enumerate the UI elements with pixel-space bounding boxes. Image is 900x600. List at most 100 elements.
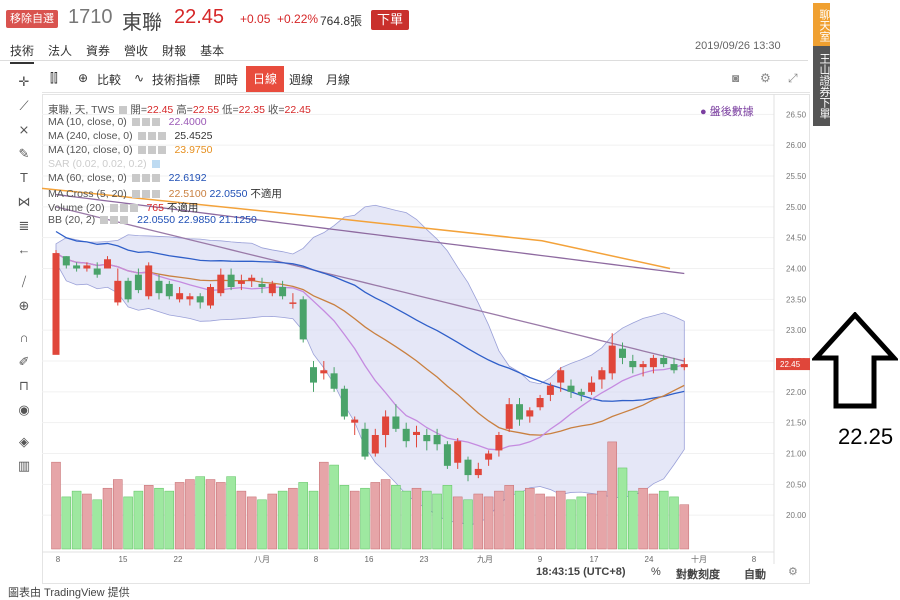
gear-icon[interactable]: ⚙ bbox=[760, 71, 771, 85]
volume-bar bbox=[61, 496, 72, 550]
after-hours-label: ● 盤後數據 bbox=[700, 106, 754, 118]
legend-box-icon[interactable] bbox=[141, 190, 150, 199]
indicators-button[interactable]: 技術指標 bbox=[152, 73, 201, 87]
volume-bar bbox=[143, 485, 154, 550]
legend-box-icon[interactable] bbox=[151, 118, 160, 127]
candle-body bbox=[268, 283, 276, 294]
tab-margin[interactable]: 資券 bbox=[86, 44, 111, 58]
legend-box-icon[interactable] bbox=[120, 216, 129, 225]
legend-bb: BB (20, 2) 22.0550 22.9850 21.1250 bbox=[48, 214, 257, 226]
legend-box-icon[interactable] bbox=[119, 106, 128, 115]
legend-ma10: MA (10, close, 0) 22.4000 bbox=[48, 116, 207, 128]
legend-close: 22.45 bbox=[284, 104, 311, 116]
legend-box-icon[interactable] bbox=[119, 204, 128, 213]
candle-body bbox=[186, 296, 194, 300]
legend-box-icon[interactable] bbox=[137, 132, 146, 141]
tab-technical[interactable]: 技術 bbox=[10, 42, 35, 64]
y-tick-label: 23.00 bbox=[786, 326, 807, 335]
legend-low-label: 低= bbox=[222, 104, 239, 116]
back-arrow-icon[interactable]: ← bbox=[17, 242, 31, 257]
auto-scale-button[interactable]: 自動 bbox=[744, 569, 766, 581]
volume-bar bbox=[298, 482, 308, 550]
candle-body bbox=[557, 370, 565, 383]
text-icon[interactable]: T bbox=[20, 170, 28, 185]
camera-icon[interactable]: ◙ bbox=[732, 71, 740, 85]
tab-institutional[interactable]: 法人 bbox=[48, 44, 73, 58]
realtime-button[interactable]: 即時 bbox=[214, 73, 239, 87]
legend-box-icon[interactable] bbox=[157, 132, 166, 141]
broker-order-button[interactable]: 王山證券下單 bbox=[813, 46, 830, 126]
stock-name: 東聯 bbox=[122, 12, 162, 34]
y-tick-label: 20.00 bbox=[786, 511, 807, 520]
price-chart[interactable]: 26.50 26.00 25.50 25.00 24.50 24.00 23.50 23.00… bbox=[42, 94, 810, 564]
legend-ma60: MA (60, close, 0) 22.6192 bbox=[48, 172, 207, 184]
drawing-toolbar: ✛ ⟋ ⨯ ✎ T ⋈ ≣ ← ⧸ ⊕ ∩ ✐ ⊓ ◉ ◈ ▥ bbox=[8, 68, 38, 488]
order-button[interactable]: 下單 bbox=[371, 10, 409, 30]
fullscreen-icon[interactable]: ⤢ bbox=[788, 71, 798, 85]
legend-ma240: MA (240, close, 0) 25.4525 bbox=[48, 130, 212, 142]
volume-bar bbox=[628, 490, 638, 550]
legend-box-icon[interactable] bbox=[131, 118, 140, 127]
prediction-icon[interactable]: ≣ bbox=[18, 218, 30, 233]
tab-financials[interactable]: 財報 bbox=[162, 44, 187, 58]
compare-icon[interactable]: ⊕ bbox=[78, 71, 89, 85]
legend-ma120-label: MA (120, close, 0) bbox=[48, 144, 133, 156]
volume-bar bbox=[51, 461, 61, 550]
pattern-icon[interactable]: ⋈ bbox=[17, 194, 31, 209]
tab-revenue[interactable]: 營收 bbox=[124, 44, 149, 58]
legend-box-icon[interactable] bbox=[141, 174, 150, 183]
legend-box-icon[interactable] bbox=[141, 118, 150, 127]
legend-box-icon[interactable] bbox=[157, 146, 166, 155]
candle-body bbox=[660, 357, 668, 365]
chatroom-button[interactable]: 聊天室 bbox=[813, 3, 830, 47]
candle-body bbox=[526, 410, 534, 417]
zoom-in-icon[interactable]: ⊕ bbox=[18, 298, 30, 313]
layers-icon[interactable]: ◈ bbox=[19, 434, 29, 449]
trash-icon[interactable]: ▥ bbox=[17, 458, 31, 473]
candle-body bbox=[670, 364, 678, 371]
candle-type-icon[interactable]: ⫿⫿ bbox=[50, 71, 58, 85]
legend-macross-b: 22.0550 bbox=[209, 188, 248, 200]
magnet-icon[interactable]: ∩ bbox=[19, 330, 29, 345]
legend-box-icon[interactable] bbox=[147, 146, 156, 155]
legend-box-icon[interactable] bbox=[129, 204, 138, 213]
x-tick-label: 22 bbox=[174, 555, 183, 564]
compare-button[interactable]: 比較 bbox=[97, 73, 122, 87]
legend-box-icon[interactable] bbox=[151, 174, 160, 183]
brush-icon[interactable]: ✎ bbox=[18, 146, 30, 161]
legend-box-icon[interactable] bbox=[131, 174, 140, 183]
daily-button[interactable]: 日線 bbox=[246, 66, 285, 92]
stock-volume: 764.8張 bbox=[320, 14, 363, 28]
crosshair-icon[interactable]: ✛ bbox=[18, 74, 30, 89]
fib-icon[interactable]: ⨯ bbox=[18, 122, 30, 137]
lock-icon[interactable]: ⊓ bbox=[18, 378, 30, 393]
volume-bar bbox=[288, 487, 298, 550]
ma20-line bbox=[55, 252, 685, 436]
legend-box-icon[interactable] bbox=[131, 190, 140, 199]
legend-box-icon[interactable] bbox=[109, 204, 118, 213]
candle-body bbox=[289, 302, 297, 304]
candle-body bbox=[351, 419, 359, 423]
monthly-button[interactable]: 月線 bbox=[326, 73, 351, 87]
ruler-icon[interactable]: ⧸ bbox=[21, 274, 27, 289]
tab-basic[interactable]: 基本 bbox=[200, 44, 225, 58]
legend-box-icon[interactable] bbox=[110, 216, 119, 225]
gear-icon[interactable]: ⚙ bbox=[788, 566, 798, 578]
candle-body bbox=[649, 357, 657, 368]
pencil-lock-icon[interactable]: ✐ bbox=[18, 354, 30, 369]
legend-box-icon[interactable] bbox=[137, 146, 146, 155]
legend-box-icon[interactable] bbox=[147, 132, 156, 141]
legend-box-icon[interactable] bbox=[151, 190, 160, 199]
eye-icon[interactable]: ◉ bbox=[18, 402, 30, 417]
candle-body bbox=[639, 364, 647, 368]
legend-box-icon[interactable] bbox=[100, 216, 109, 225]
indicators-icon[interactable]: ∿ bbox=[134, 71, 145, 85]
percent-scale-button[interactable]: % bbox=[651, 566, 661, 578]
weekly-button[interactable]: 週線 bbox=[289, 73, 314, 87]
candle-body bbox=[83, 265, 91, 269]
remove-watchlist-button[interactable]: 移除自選 bbox=[6, 10, 58, 28]
log-scale-button[interactable]: 對數刻度 bbox=[676, 569, 720, 581]
eye-icon[interactable] bbox=[151, 160, 160, 169]
trendline-icon[interactable]: ⟋ bbox=[19, 98, 29, 113]
source-note: 圖表由 TradingView 提供 bbox=[8, 587, 130, 599]
